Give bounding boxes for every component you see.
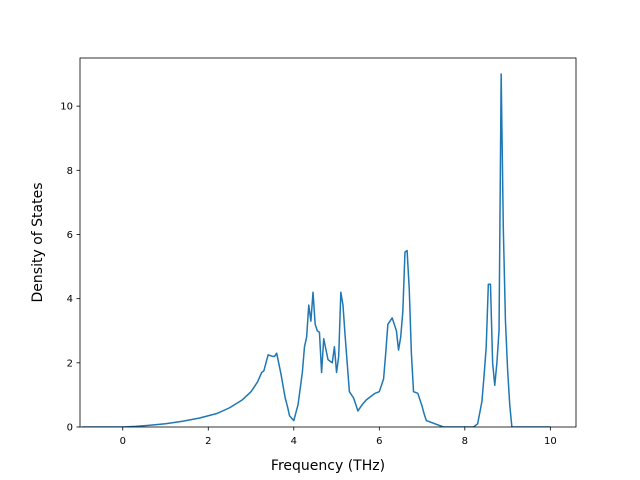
x-axis-ticks: 0 2 4 6 8 10 (120, 427, 557, 447)
plot-area (82, 73, 551, 427)
dos-series-line (82, 73, 551, 427)
y-tick-label: 2 (67, 358, 73, 369)
y-tick-label: 4 (67, 294, 73, 305)
x-tick-label: 8 (462, 436, 468, 447)
y-tick-label: 8 (67, 166, 73, 177)
y-tick-label: 0 (67, 423, 73, 434)
y-tick-label: 6 (67, 230, 73, 241)
x-tick-label: 6 (376, 436, 382, 447)
y-axis-ticks: 0 2 4 6 8 10 (60, 102, 80, 434)
x-axis-title: Frequency (THz) (271, 458, 385, 474)
x-tick-label: 0 (120, 436, 126, 447)
axes (79, 57, 577, 428)
x-tick-label: 2 (205, 436, 211, 447)
x-tick-label: 10 (544, 436, 557, 447)
y-axis-title: Density of States (30, 183, 46, 303)
x-tick-label: 4 (291, 436, 297, 447)
axes-frame (79, 57, 577, 428)
y-tick-label: 10 (60, 102, 73, 113)
